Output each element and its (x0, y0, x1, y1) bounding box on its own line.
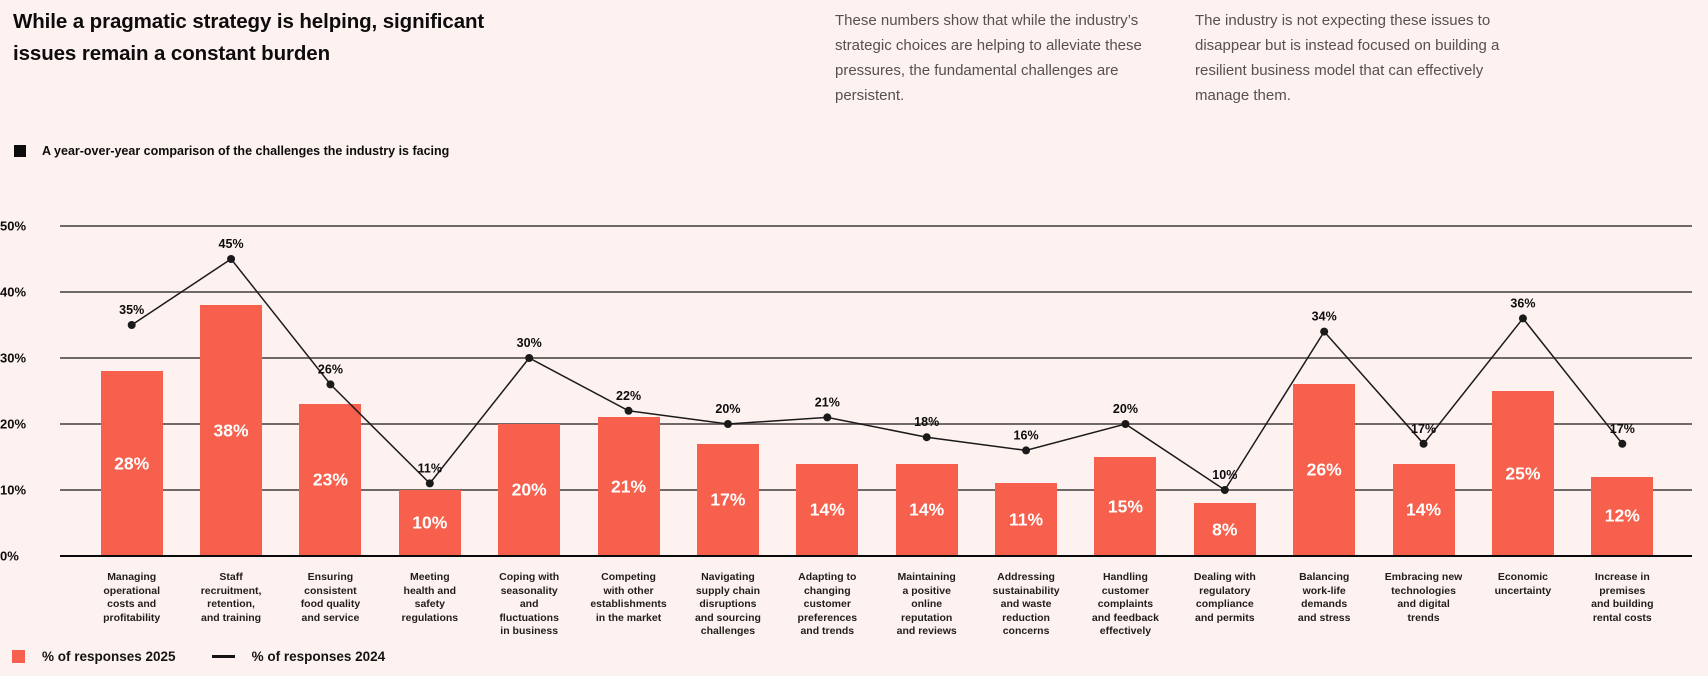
category-label: Managing operational costs and profitabi… (103, 571, 161, 624)
columns-layer: 28% Managing operational costs and profit… (82, 226, 1672, 637)
category-label: Ensuring consistent food quality and ser… (300, 571, 361, 624)
bar-value-label: 25% (1505, 463, 1541, 483)
y-axis-tick-label: 40% (0, 284, 27, 300)
category-label: Balancing work-life demands and stress (1297, 571, 1351, 624)
chart-column: 10% Meeting health and safety regulations (380, 226, 479, 624)
bar-value-label: 10% (412, 512, 448, 533)
bar-2025: 17% (696, 443, 759, 556)
bar-2025: 15% (1094, 457, 1157, 556)
bar-2025: 8% (1193, 503, 1256, 556)
chart-column: 8% Dealing with regulatory compliance and… (1175, 226, 1274, 624)
category-label: Dealing with regulatory compliance and p… (1193, 571, 1256, 624)
bar-swatch-icon (12, 650, 25, 663)
legend-item-2024: % of responses 2024 (211, 649, 386, 664)
chart-column: 12% Increase in premises and building ren… (1573, 226, 1672, 624)
gridline (60, 225, 1692, 227)
chart-column: 28% Managing operational costs and profit… (82, 226, 181, 624)
category-label: Navigating supply chain disruptions and … (694, 571, 761, 637)
chart-caption-label: A year-over-year comparison of the chall… (42, 144, 450, 158)
bar-2025: 14% (1392, 463, 1455, 556)
chart-column: 17% Navigating supply chain disruptions a… (678, 226, 777, 637)
intro-paragraph-1: These numbers show that while the indust… (835, 12, 1142, 104)
bar-2025: 28% (100, 371, 163, 556)
bar-value-label: 12% (1604, 505, 1640, 526)
chart-column: 20% Coping with seasonality and fluctuati… (480, 226, 579, 637)
chart-column: 14% Maintaining a positive online reputat… (877, 226, 976, 637)
category-label: Economic uncertainty (1494, 571, 1552, 597)
chart-column: 25% Economic uncertainty (1473, 226, 1572, 597)
intro-paragraph-2: The industry is not expecting these issu… (1195, 12, 1500, 104)
legend-label-2025: % of responses 2025 (42, 649, 176, 664)
bar-2025: 25% (1491, 391, 1554, 556)
chart-column: 21% Competing with other establishments i… (579, 226, 678, 624)
chart-legend: % of responses 2025 % of responses 2024 (12, 649, 385, 664)
bar-2025: 14% (895, 463, 958, 556)
bar-value-label: 8% (1212, 519, 1238, 540)
bar-2025: 11% (995, 483, 1058, 556)
y-axis-tick-label: 0% (0, 548, 19, 564)
legend-item-2025: % of responses 2025 (12, 649, 176, 664)
chart-column: 11% Addressing sustainability and waste r… (976, 226, 1075, 637)
bar-value-label: 15% (1107, 496, 1143, 516)
plot-area: 28% Managing operational costs and profit… (0, 219, 1692, 637)
bar-2025: 10% (398, 490, 461, 556)
line-swatch-icon (211, 655, 235, 658)
chart-column: 23% Ensuring consistent food quality and … (281, 226, 380, 624)
bar-2025: 12% (1591, 476, 1654, 556)
bar-2025: 14% (796, 463, 859, 556)
category-label: Increase in premises and building rental… (1591, 571, 1654, 624)
bar-2025: 23% (299, 404, 362, 556)
category-label: Addressing sustainability and waste redu… (992, 571, 1060, 637)
bar-value-label: 38% (213, 420, 249, 441)
bar-value-label: 26% (1306, 459, 1342, 480)
chart-column: 14% Embracing new technologies and digita… (1374, 226, 1473, 624)
chart-column: 38% Staff recruitment, retention, and tra… (181, 226, 280, 624)
y-axis-tick-label: 10% (0, 482, 27, 498)
bar-2025: 38% (200, 305, 263, 556)
category-label: Meeting health and safety regulations (401, 571, 459, 624)
legend-label-2024: % of responses 2024 (251, 649, 386, 664)
page-title: While a pragmatic strategy is helping, s… (13, 10, 485, 65)
bar-value-label: 14% (909, 499, 945, 520)
category-label: Adapting to changing customer preference… (797, 571, 858, 637)
category-label: Competing with other establishments in t… (590, 571, 667, 624)
bar-value-label: 14% (1406, 499, 1442, 520)
gridline (60, 357, 1692, 359)
bar-value-label: 11% (1009, 509, 1044, 530)
bar-2025: 20% (498, 424, 561, 556)
bar-value-label: 28% (114, 453, 150, 474)
chart-column: 26% Balancing work-life demands and stres… (1275, 226, 1374, 624)
caption-bullet-icon (14, 145, 26, 157)
category-label: Maintaining a positive online reputation… (896, 571, 957, 637)
bar-value-label: 21% (611, 476, 647, 497)
bar-2025: 26% (1293, 384, 1356, 556)
category-label: Handling customer complaints and feedbac… (1091, 571, 1159, 637)
bar-2025: 21% (597, 417, 660, 556)
bar-value-label: 17% (710, 489, 746, 510)
y-axis-tick-label: 50% (0, 218, 27, 234)
category-label: Coping with seasonality and fluctuations… (499, 571, 560, 637)
bar-value-label: 20% (511, 479, 547, 500)
category-label: Embracing new technologies and digital t… (1384, 571, 1463, 624)
bar-value-label: 23% (312, 469, 348, 490)
x-axis-line (60, 555, 1692, 558)
chart-column: 14% Adapting to changing customer prefere… (778, 226, 877, 637)
gridline (60, 291, 1692, 293)
y-axis-tick-label: 20% (0, 416, 27, 432)
y-axis-tick-label: 30% (0, 350, 27, 366)
category-label: Staff recruitment, retention, and traini… (200, 571, 262, 624)
chart-column: 15% Handling customer complaints and feed… (1076, 226, 1175, 637)
chart-caption: A year-over-year comparison of the chall… (14, 144, 449, 158)
bar-value-label: 14% (809, 499, 845, 520)
